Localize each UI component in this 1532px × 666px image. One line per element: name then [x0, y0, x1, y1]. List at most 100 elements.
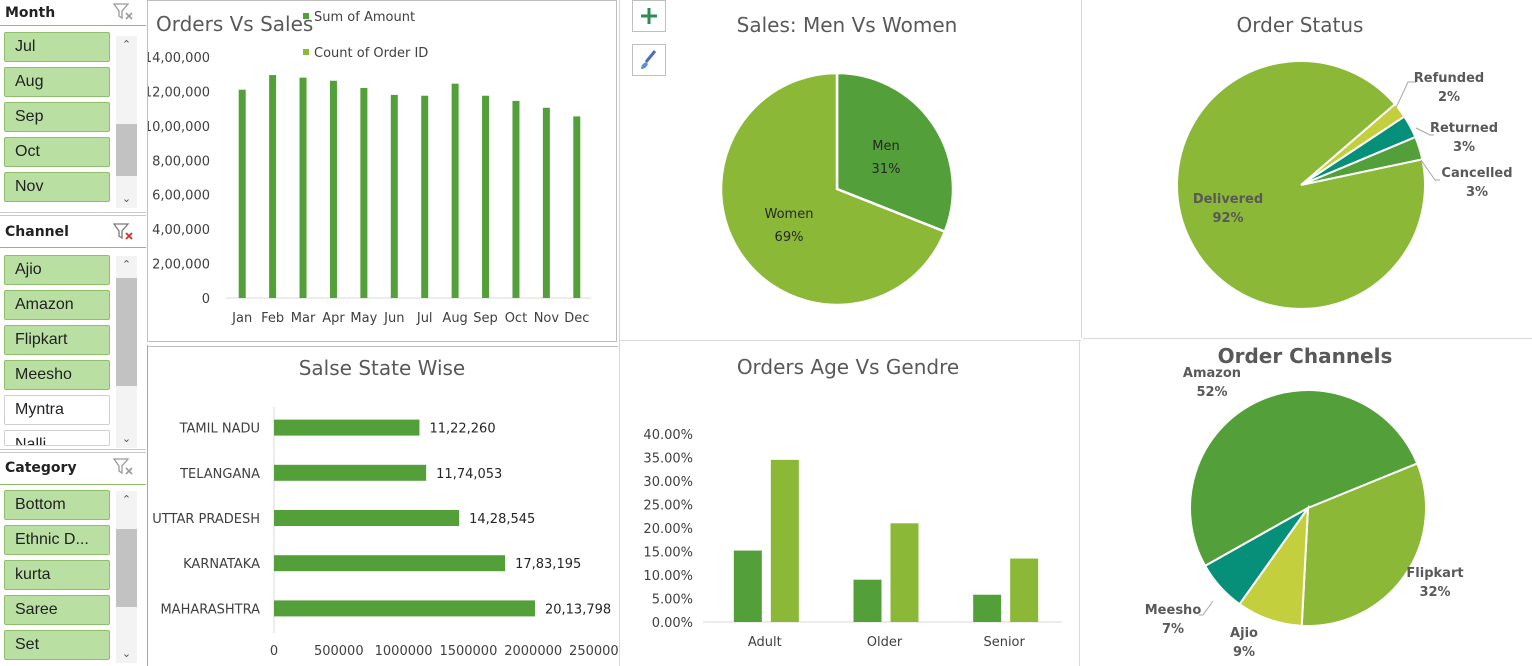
clear-filter-icon[interactable]	[112, 222, 134, 242]
bar	[421, 95, 429, 298]
scroll-up-icon[interactable]: ⌃	[116, 36, 137, 54]
slice-percent: 7%	[1162, 622, 1184, 637]
y-tick-label: 20.00%	[643, 522, 693, 537]
y-tick-label: TAMIL NADU	[179, 422, 260, 437]
slicer-item-ajio[interactable]: Ajio	[4, 255, 110, 285]
category-slicer: Category Bottom Ethnic D... kurta Saree Set …	[0, 452, 146, 666]
x-tick-label: 500000	[314, 644, 364, 659]
bar	[269, 75, 277, 298]
slicer-item-sep[interactable]: Sep	[4, 102, 110, 132]
order-channels-panel[interactable]: Order Channels Amazon 52% Flipkart 32% Ajio 9%…	[1081, 339, 1532, 666]
data-label: 11,74,053	[436, 467, 502, 482]
leader-line	[1395, 81, 1416, 109]
scroll-down-icon[interactable]: ⌄	[116, 645, 137, 663]
order-status-panel[interactable]: Order Status Refunded 2% Returned 3% Cancelle…	[1083, 0, 1532, 338]
pie-slice	[1300, 462, 1427, 627]
bar	[733, 550, 762, 622]
bar	[512, 100, 520, 299]
bar	[238, 89, 246, 298]
slicer-item-oct[interactable]: Oct	[4, 137, 110, 167]
age-gender-panel[interactable]: Orders Age Vs Gendre 0.00% 5.00% 10.00% 15.0…	[620, 341, 1078, 666]
bar	[1010, 558, 1039, 622]
panel-divider	[1083, 338, 1532, 339]
x-tick-label: Oct	[505, 311, 527, 326]
legend-label: Count of Order ID	[314, 46, 428, 61]
plus-icon	[641, 8, 657, 24]
month-slicer: Month Jul Aug Sep Oct Nov ⌃ ⌄	[0, 0, 146, 213]
chart-title: Salse State Wise	[299, 356, 466, 380]
x-tick-label: Dec	[564, 311, 589, 326]
pie-slice	[1176, 60, 1426, 311]
slicer-item-kurta[interactable]: kurta	[4, 560, 110, 590]
slicer-item-set[interactable]: Set	[4, 630, 110, 660]
clear-filter-icon[interactable]	[112, 457, 134, 477]
channel-slicer-items: Ajio Amazon Flipkart Meesho Myntra Nalli	[4, 255, 110, 451]
x-tick-label: Adult	[748, 635, 782, 650]
scroll-thumb[interactable]	[116, 124, 137, 176]
slice-percent: 32%	[1419, 585, 1450, 600]
bar	[329, 80, 337, 299]
x-tick-label: 0	[270, 644, 278, 659]
scroll-up-icon[interactable]: ⌃	[116, 491, 137, 509]
slicer-item-amazon[interactable]: Amazon	[4, 290, 110, 320]
slice-label: Cancelled	[1441, 166, 1512, 181]
channel-slicer-title: Channel	[5, 224, 69, 240]
y-tick-label: 30.00%	[643, 475, 693, 490]
y-tick-label: 10.00%	[643, 569, 693, 584]
category-slicer-title: Category	[5, 460, 77, 476]
sales-men-women-chart: Sales: Men Vs Women Men 31% Women 69%	[719, 13, 957, 307]
slice-label: Amazon	[1183, 366, 1241, 381]
slice-label: Men	[872, 139, 899, 154]
x-tick-label: Jun	[383, 311, 404, 326]
slicer-item-saree[interactable]: Saree	[4, 595, 110, 625]
y-tick-label: 8,00,000	[152, 154, 210, 169]
x-tick-label: 1500000	[439, 644, 497, 659]
scroll-down-icon[interactable]: ⌄	[116, 190, 137, 208]
slicer-item-flipkart[interactable]: Flipkart	[4, 325, 110, 355]
slicer-item-meesho[interactable]: Meesho	[4, 360, 110, 390]
slice-percent: 52%	[1196, 385, 1227, 400]
sales-men-women-panel[interactable]: Sales: Men Vs Women Men 31% Women 69%	[676, 0, 1080, 340]
slicer-item-nov[interactable]: Nov	[4, 172, 110, 202]
x-tick-label: Jan	[231, 311, 252, 326]
month-scrollbar[interactable]: ⌃ ⌄	[116, 36, 137, 208]
slice-percent: 3%	[1466, 185, 1488, 200]
bar	[451, 83, 459, 298]
channel-scrollbar[interactable]: ⌃ ⌄	[116, 256, 137, 448]
slicer-item-bottom[interactable]: Bottom	[4, 490, 110, 520]
pie-slice	[719, 71, 947, 307]
slicer-item-aug[interactable]: Aug	[4, 67, 110, 97]
state-wise-panel[interactable]: Salse State Wise TAMIL NADU 11,22,260 TELAN…	[148, 346, 618, 666]
month-slicer-title: Month	[5, 5, 56, 21]
data-label: 14,28,545	[469, 512, 535, 527]
bar	[573, 116, 581, 298]
orders-vs-sales-panel[interactable]: Orders Vs Sales Sum of Amount Count of Ord…	[147, 0, 617, 342]
month-slicer-items: Jul Aug Sep Oct Nov	[4, 32, 110, 207]
x-tick-label: Older	[867, 635, 903, 650]
slicer-item-myntra[interactable]: Myntra	[4, 395, 110, 425]
slice-label: Women	[765, 207, 814, 222]
slicer-item-ethnic-d[interactable]: Ethnic D...	[4, 525, 110, 555]
slicer-item-jul[interactable]: Jul	[4, 32, 110, 62]
clear-filter-icon[interactable]	[112, 2, 134, 22]
slicer-item-nalli[interactable]: Nalli	[4, 430, 110, 446]
y-tick-label: 25.00%	[643, 499, 693, 514]
age-gender-chart: Orders Age Vs Gendre 0.00% 5.00% 10.00% 15.0…	[643, 355, 1062, 650]
scroll-thumb[interactable]	[116, 278, 137, 386]
bar	[274, 600, 535, 617]
scroll-up-icon[interactable]: ⌃	[116, 256, 137, 274]
slice-label: Delivered	[1193, 192, 1263, 207]
chart-styles-button[interactable]	[632, 44, 666, 76]
scroll-down-icon[interactable]: ⌄	[116, 430, 137, 448]
panel-divider	[1079, 340, 1080, 666]
category-scrollbar[interactable]: ⌃ ⌄	[116, 491, 137, 663]
leader-line	[1420, 159, 1440, 181]
leader-line	[1415, 127, 1434, 136]
y-tick-label: MAHARASHTRA	[160, 602, 260, 617]
chart-elements-button[interactable]	[632, 0, 666, 32]
pie-slice	[835, 71, 955, 234]
y-tick-label: 12,00,000	[148, 85, 210, 100]
y-tick-label: 14,00,000	[148, 51, 210, 66]
y-tick-label: 0	[202, 292, 210, 307]
scroll-thumb[interactable]	[116, 529, 137, 607]
